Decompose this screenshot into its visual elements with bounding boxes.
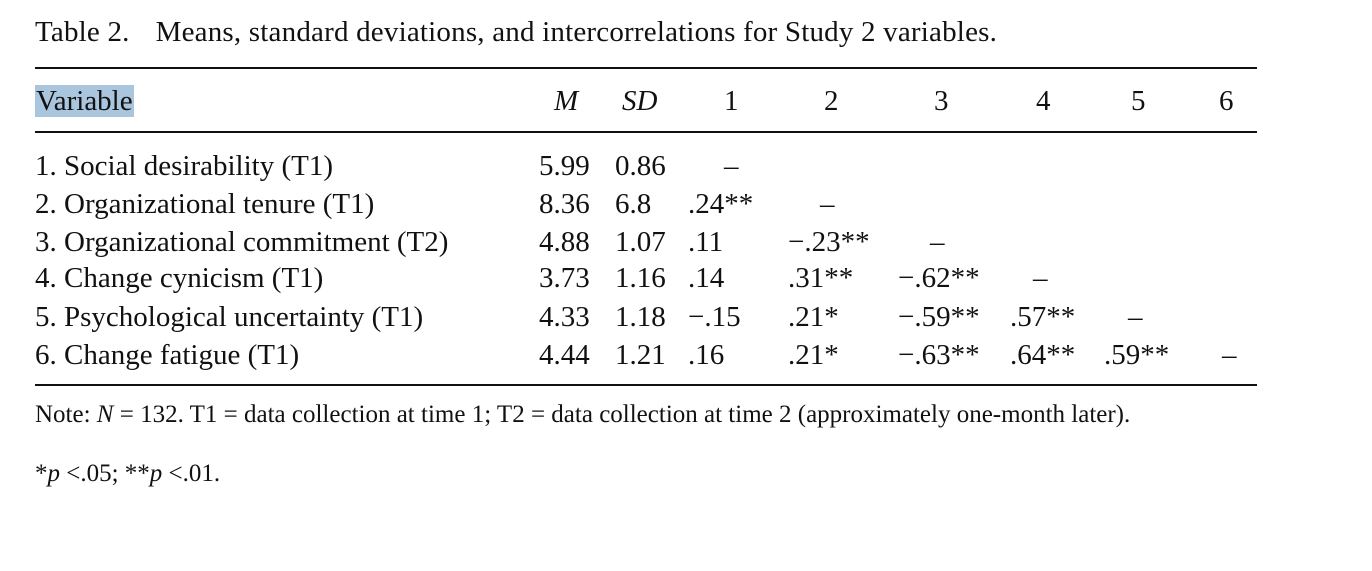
column-header-2: 2	[824, 85, 839, 117]
corr-2-cell: −.23**	[788, 226, 870, 258]
corr-3-cell: −.63**	[898, 339, 980, 371]
selected-text-highlight: Variable	[35, 85, 134, 117]
table-note: Note: N = 132. T1 = data collection at t…	[35, 401, 1131, 428]
corr-1-cell: .11	[688, 226, 724, 258]
corr-3-cell: −.62**	[898, 262, 980, 294]
corr-2-cell: –	[820, 188, 835, 220]
sd-cell: 6.8	[615, 188, 652, 220]
corr-3-cell: −.59**	[898, 301, 980, 333]
column-header-3: 3	[934, 85, 949, 117]
mean-cell: 5.99	[539, 150, 590, 182]
header-rule	[35, 131, 1257, 133]
corr-1-cell: −.15	[688, 301, 741, 333]
corr-1-cell: –	[724, 150, 739, 182]
corr-5-cell: .59**	[1104, 339, 1170, 371]
significance-note: *p <.05; **p <.01.	[35, 460, 221, 487]
sd-cell: 1.21	[615, 339, 666, 371]
corr-1-cell: .16	[688, 339, 725, 371]
variable-cell: 4. Change cynicism (T1)	[35, 262, 324, 294]
corr-5-cell: –	[1128, 301, 1143, 333]
sd-cell: 1.07	[615, 226, 666, 258]
column-header-4: 4	[1036, 85, 1051, 117]
corr-6-cell: –	[1222, 339, 1237, 371]
mean-cell: 4.44	[539, 339, 590, 371]
corr-4-cell: –	[1033, 262, 1048, 294]
mean-cell: 3.73	[539, 262, 590, 294]
corr-4-cell: .64**	[1010, 339, 1076, 371]
mean-cell: 4.88	[539, 226, 590, 258]
bottom-rule	[35, 384, 1257, 386]
sd-cell: 1.18	[615, 301, 666, 333]
corr-1-cell: .14	[688, 262, 725, 294]
sd-cell: 1.16	[615, 262, 666, 294]
corr-1-cell: .24**	[688, 188, 754, 220]
column-header-5: 5	[1131, 85, 1146, 117]
corr-4-cell: .57**	[1010, 301, 1076, 333]
corr-2-cell: .21*	[788, 301, 839, 333]
column-header-sd: SD	[622, 85, 658, 117]
variable-cell: 2. Organizational tenure (T1)	[35, 188, 375, 220]
top-rule	[35, 67, 1257, 69]
column-header-1: 1	[724, 85, 739, 117]
variable-cell: 1. Social desirability (T1)	[35, 150, 333, 182]
mean-cell: 8.36	[539, 188, 590, 220]
corr-3-cell: –	[930, 226, 945, 258]
column-header-6: 6	[1219, 85, 1234, 117]
table-title: Means, standard deviations, and intercor…	[155, 16, 998, 48]
column-header-mean: M	[554, 85, 579, 117]
mean-cell: 4.33	[539, 301, 590, 333]
column-header-variable: Variable	[35, 85, 134, 117]
sd-cell: 0.86	[615, 150, 666, 182]
variable-cell: 6. Change fatigue (T1)	[35, 339, 300, 371]
corr-2-cell: .21*	[788, 339, 839, 371]
variable-cell: 5. Psychological uncertainty (T1)	[35, 301, 424, 333]
corr-2-cell: .31**	[788, 262, 854, 294]
table-number: Table 2.	[35, 16, 130, 48]
variable-cell: 3. Organizational commitment (T2)	[35, 226, 449, 258]
table-caption: Table 2. Means, standard deviations, and …	[35, 16, 997, 49]
